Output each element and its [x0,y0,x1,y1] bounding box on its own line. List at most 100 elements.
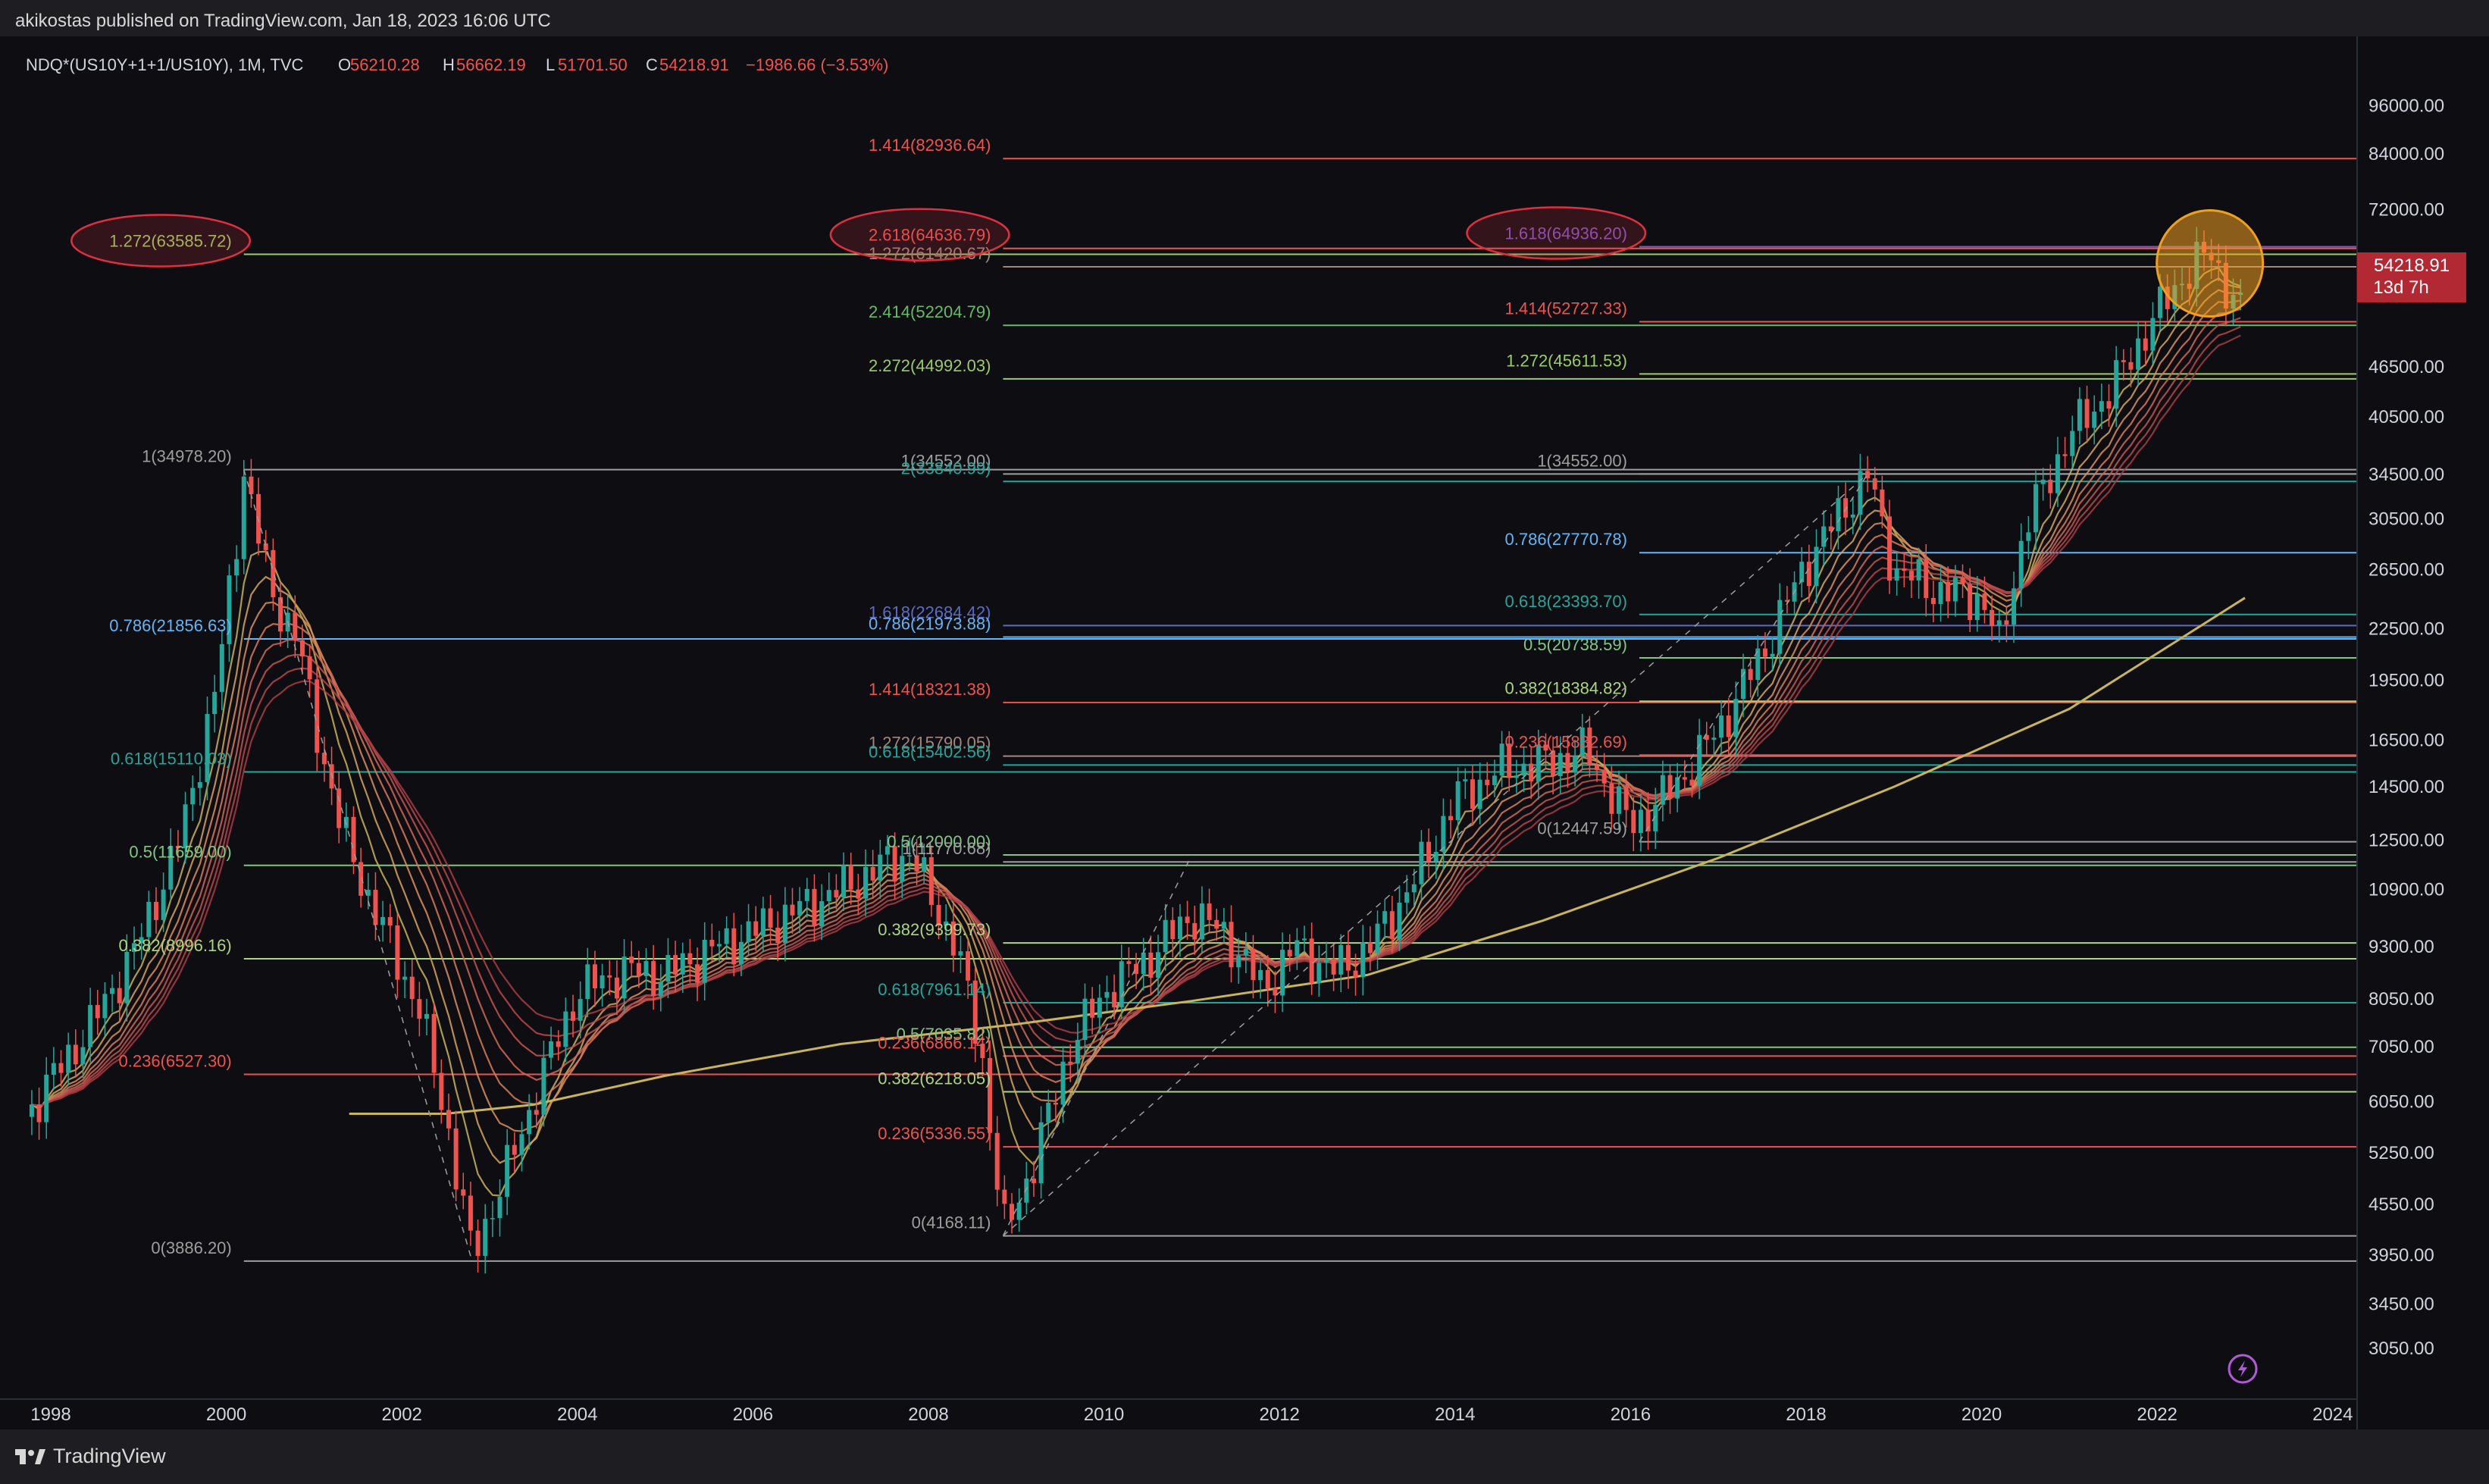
y-tick-label: 7050.00 [2368,1037,2434,1057]
candle-body [1645,809,1651,831]
candle-body [1806,562,1811,587]
candle-body [2048,479,2053,493]
candle-body [1016,1202,1022,1220]
candle-body [1843,498,1849,518]
candle-body [1536,744,1541,781]
candle-body [2055,454,2060,493]
candle-body [1309,938,1314,984]
candle-body [402,976,408,980]
fib-level-label: 2.618(64636.79) [869,226,991,245]
y-tick-label: 40500.00 [2368,407,2444,427]
candle-body [1814,546,1819,587]
x-tick-label: 2014 [1435,1404,1475,1425]
candle-body [1404,892,1410,903]
fib-level-label: 2.272(44992.03) [869,356,991,375]
highlight-ellipse[interactable] [1466,206,1647,260]
candle-body [2004,620,2009,625]
fib-trend-line[interactable] [243,469,473,1262]
x-tick-label: 2000 [206,1404,246,1425]
y-tick-label: 3950.00 [2368,1245,2434,1266]
candle-body [2150,318,2156,351]
y-tick-label: 16500.00 [2368,731,2444,751]
candle-body [1667,775,1673,799]
fib-level-label: 0(4168.11) [912,1213,991,1232]
ema-ribbon-line [31,334,2241,1107]
ema-ribbon-line [31,289,2241,1132]
fib-trend-line[interactable] [1002,473,1868,1237]
fib-level-label: 0.786(21856.63) [109,616,231,635]
candle-body [2165,286,2170,309]
candle-body [2033,484,2039,533]
candle-body [614,977,619,999]
candle-body [1163,919,1168,953]
lightning-icon[interactable] [2228,1354,2258,1384]
candle-body [461,1189,466,1196]
candle-body [2114,360,2119,409]
candle-body [1148,952,1154,978]
ema-ribbon-line [31,277,2241,1164]
candle-body [878,854,883,881]
candle-body [1053,1102,1058,1105]
candle-body [95,1005,100,1019]
y-tick-label: 22500.00 [2368,618,2444,639]
ema200-layer [349,596,2246,1115]
candle-body [431,1013,437,1073]
fib-labels-layer: 1.272(63585.72) 1(34978.20) 0.786(21856.63… [109,136,1627,1257]
candle-body [1704,734,1709,740]
highlight-ellipse[interactable] [829,208,1010,261]
candle-body [665,955,671,982]
y-tick-label: 72000.00 [2368,199,2444,220]
candle-body [972,980,978,1044]
candle-body [775,927,781,944]
fib-level-label: 0.618(15402.56) [869,742,991,761]
top-highlight-circle[interactable] [2156,209,2265,318]
candle-body [453,1128,459,1190]
fib-level-label: 0.618(15110.03) [111,750,232,769]
tradingview-brand: TradingView [53,1445,166,1467]
candle-body [1280,950,1285,996]
candle-body [988,1058,993,1133]
candle-body [731,928,737,965]
candle-body [709,939,715,947]
candle-body [1485,779,1490,785]
fib-levels-layer [243,158,2357,1262]
price-chart[interactable]: 1.272(63585.72) 1(34978.20) 0.786(21856.63… [0,36,2489,1429]
candle-body [585,964,590,1000]
y-tick-label: 30500.00 [2368,509,2444,530]
candle-body [980,1044,985,1059]
candle-body [1507,744,1512,778]
x-tick-label: 2008 [908,1404,948,1425]
candle-body [636,963,641,976]
candle-body [1411,884,1417,893]
fib-trend-line[interactable] [1002,854,1193,1236]
x-tick-label: 1998 [30,1404,70,1425]
candle-body [1755,648,1761,681]
candle-body [1521,763,1526,776]
candle-body [687,953,693,965]
candle-body [58,1063,64,1073]
x-tick-label: 2004 [557,1404,597,1425]
candle-body [790,904,795,916]
fib-level-label: 0.786(21973.88) [869,615,991,634]
legend-o-label: O [338,55,351,74]
candle-body [1821,526,1827,547]
fib-level-label: 1.618(64936.20) [1505,224,1627,243]
candle-body [293,612,298,640]
candle-body [1952,577,1958,602]
candle-body [1880,489,1885,517]
highlight-ellipse[interactable] [70,214,252,268]
y-tick-label: 46500.00 [2368,357,2444,377]
candle-body [651,961,656,997]
candle-body [621,956,627,999]
candle-body [1682,777,1687,780]
fib-level-label: 0.786(27770.78) [1505,530,1627,549]
legend-c-value: 54218.91 [659,55,729,74]
candle-body [2084,399,2090,428]
candle-body [1119,961,1124,1008]
candle-body [249,476,254,494]
candle-body [1243,948,1248,956]
tradingview-logo[interactable]: TradingView [15,1445,166,1468]
chart-panel[interactable]: 1.272(63585.72) 1(34978.20) 0.786(21856.63… [0,36,2489,1429]
fib-level-label: 0(12447.59) [1537,819,1627,838]
candle-body [892,846,897,882]
